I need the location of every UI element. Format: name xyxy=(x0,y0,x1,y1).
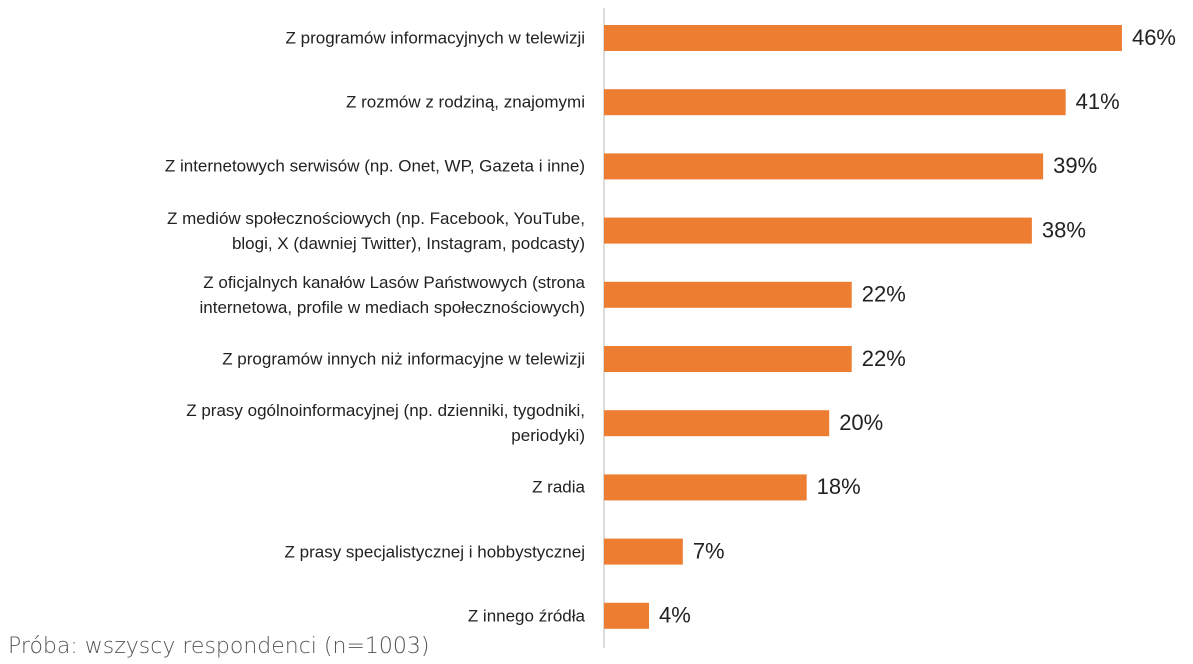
category-label: Z programów innych niż informacyjne w te… xyxy=(222,349,585,369)
bar xyxy=(604,281,852,308)
category-label: Z rozmów z rodziną, znajomymi xyxy=(345,92,585,112)
category-label: Z mediów społecznościowych (np. Facebook… xyxy=(167,208,585,253)
category-label: Z oficjalnych kanałów Lasów Państwowych … xyxy=(199,272,585,317)
value-label: 7% xyxy=(693,538,725,563)
value-label: 38% xyxy=(1042,217,1086,242)
bar xyxy=(604,25,1122,51)
bar xyxy=(604,346,852,372)
bar xyxy=(604,602,650,629)
value-label: 46% xyxy=(1132,25,1176,50)
value-label: 22% xyxy=(862,282,906,307)
category-label: Z prasy specjalistycznej i hobbystycznej xyxy=(284,542,585,562)
value-label: 18% xyxy=(817,474,861,499)
category-label: Z prasy ogólnoinformacyjnej (np. dzienni… xyxy=(186,401,585,446)
category-label: Z internetowych serwisów (np. Onet, WP, … xyxy=(164,156,585,176)
bar xyxy=(604,89,1066,116)
value-label: 41% xyxy=(1076,89,1120,114)
bar xyxy=(604,538,683,565)
value-label: 39% xyxy=(1053,153,1097,178)
bar xyxy=(604,474,807,501)
category-label: Z innego źródła xyxy=(467,606,585,626)
category-label: Z programów informacyjnych w telewizji xyxy=(285,28,585,48)
bar xyxy=(604,217,1032,244)
category-label: Z radia xyxy=(532,477,585,497)
bar xyxy=(604,153,1044,180)
value-label: 20% xyxy=(839,410,883,435)
note: Próba: wszyscy respondenci (n=1003) xyxy=(8,634,430,659)
bar xyxy=(604,410,830,437)
value-label: 4% xyxy=(659,603,691,628)
value-label: 22% xyxy=(862,346,906,371)
